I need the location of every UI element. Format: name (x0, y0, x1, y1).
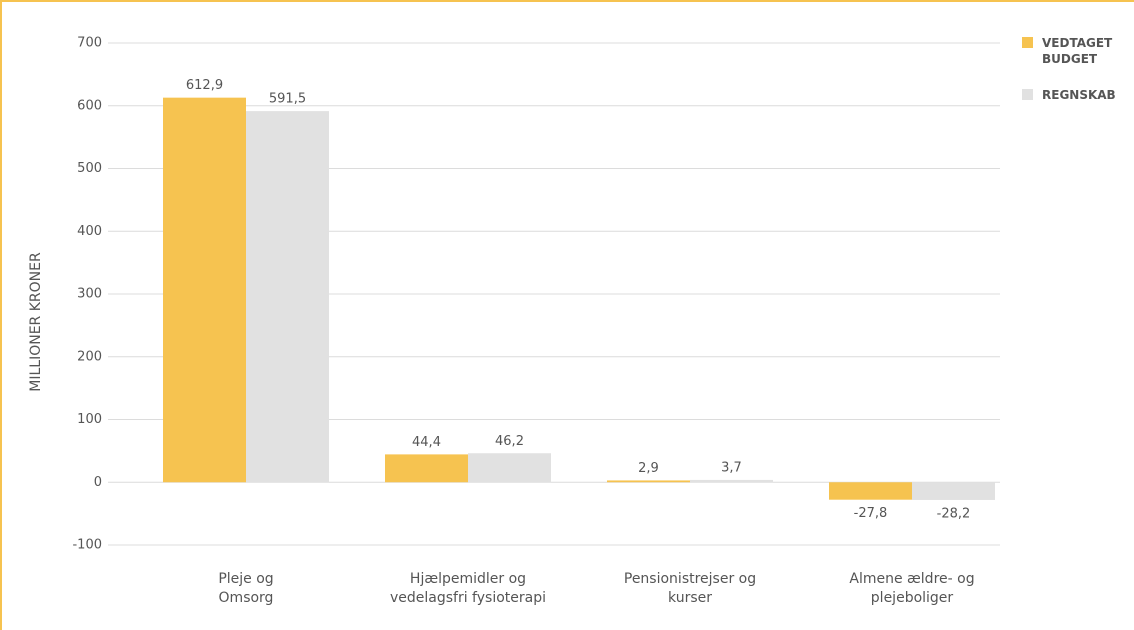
y-tick-label: 0 (94, 475, 102, 490)
x-tick-label: Hjælpemidler og vedelagsfri fysioterapi (389, 571, 546, 606)
data-label: -28,2 (937, 506, 971, 521)
y-tick-label: -100 (72, 538, 102, 553)
x-tick-label: Pensionistrejser og kurser (623, 571, 757, 606)
y-tick-label: 600 (77, 98, 102, 113)
y-tick-label: 700 (77, 36, 102, 51)
bar (246, 111, 329, 483)
data-label: 612,9 (186, 78, 223, 93)
bar (163, 97, 246, 483)
y-tick-label: 100 (77, 412, 102, 427)
legend-swatch (1022, 37, 1033, 48)
data-label: -27,8 (854, 506, 888, 521)
bar (385, 454, 468, 483)
x-tick-label: Almene ældre- og plejeboliger (849, 571, 975, 606)
data-label: 44,4 (412, 435, 441, 450)
y-tick-label: 200 (77, 349, 102, 364)
x-tick-label: Pleje og Omsorg (218, 571, 274, 606)
y-tick-label: 300 (77, 287, 102, 302)
data-label: 46,2 (495, 434, 524, 449)
legend-swatch (1022, 89, 1033, 100)
bar (912, 482, 995, 500)
y-axis-label: MILLIONER KRONER (28, 252, 44, 392)
legend-label: VEDTAGET BUDGET (1042, 36, 1113, 66)
data-label: 2,9 (638, 461, 659, 476)
legend-label: REGNSKAB (1042, 88, 1116, 102)
bar (607, 480, 690, 483)
y-tick-label: 400 (77, 224, 102, 239)
data-label: 591,5 (269, 92, 306, 107)
y-tick-label: 500 (77, 161, 102, 176)
bar (468, 453, 551, 483)
bar (690, 479, 773, 483)
data-label: 3,7 (721, 460, 742, 475)
bar (829, 482, 912, 500)
